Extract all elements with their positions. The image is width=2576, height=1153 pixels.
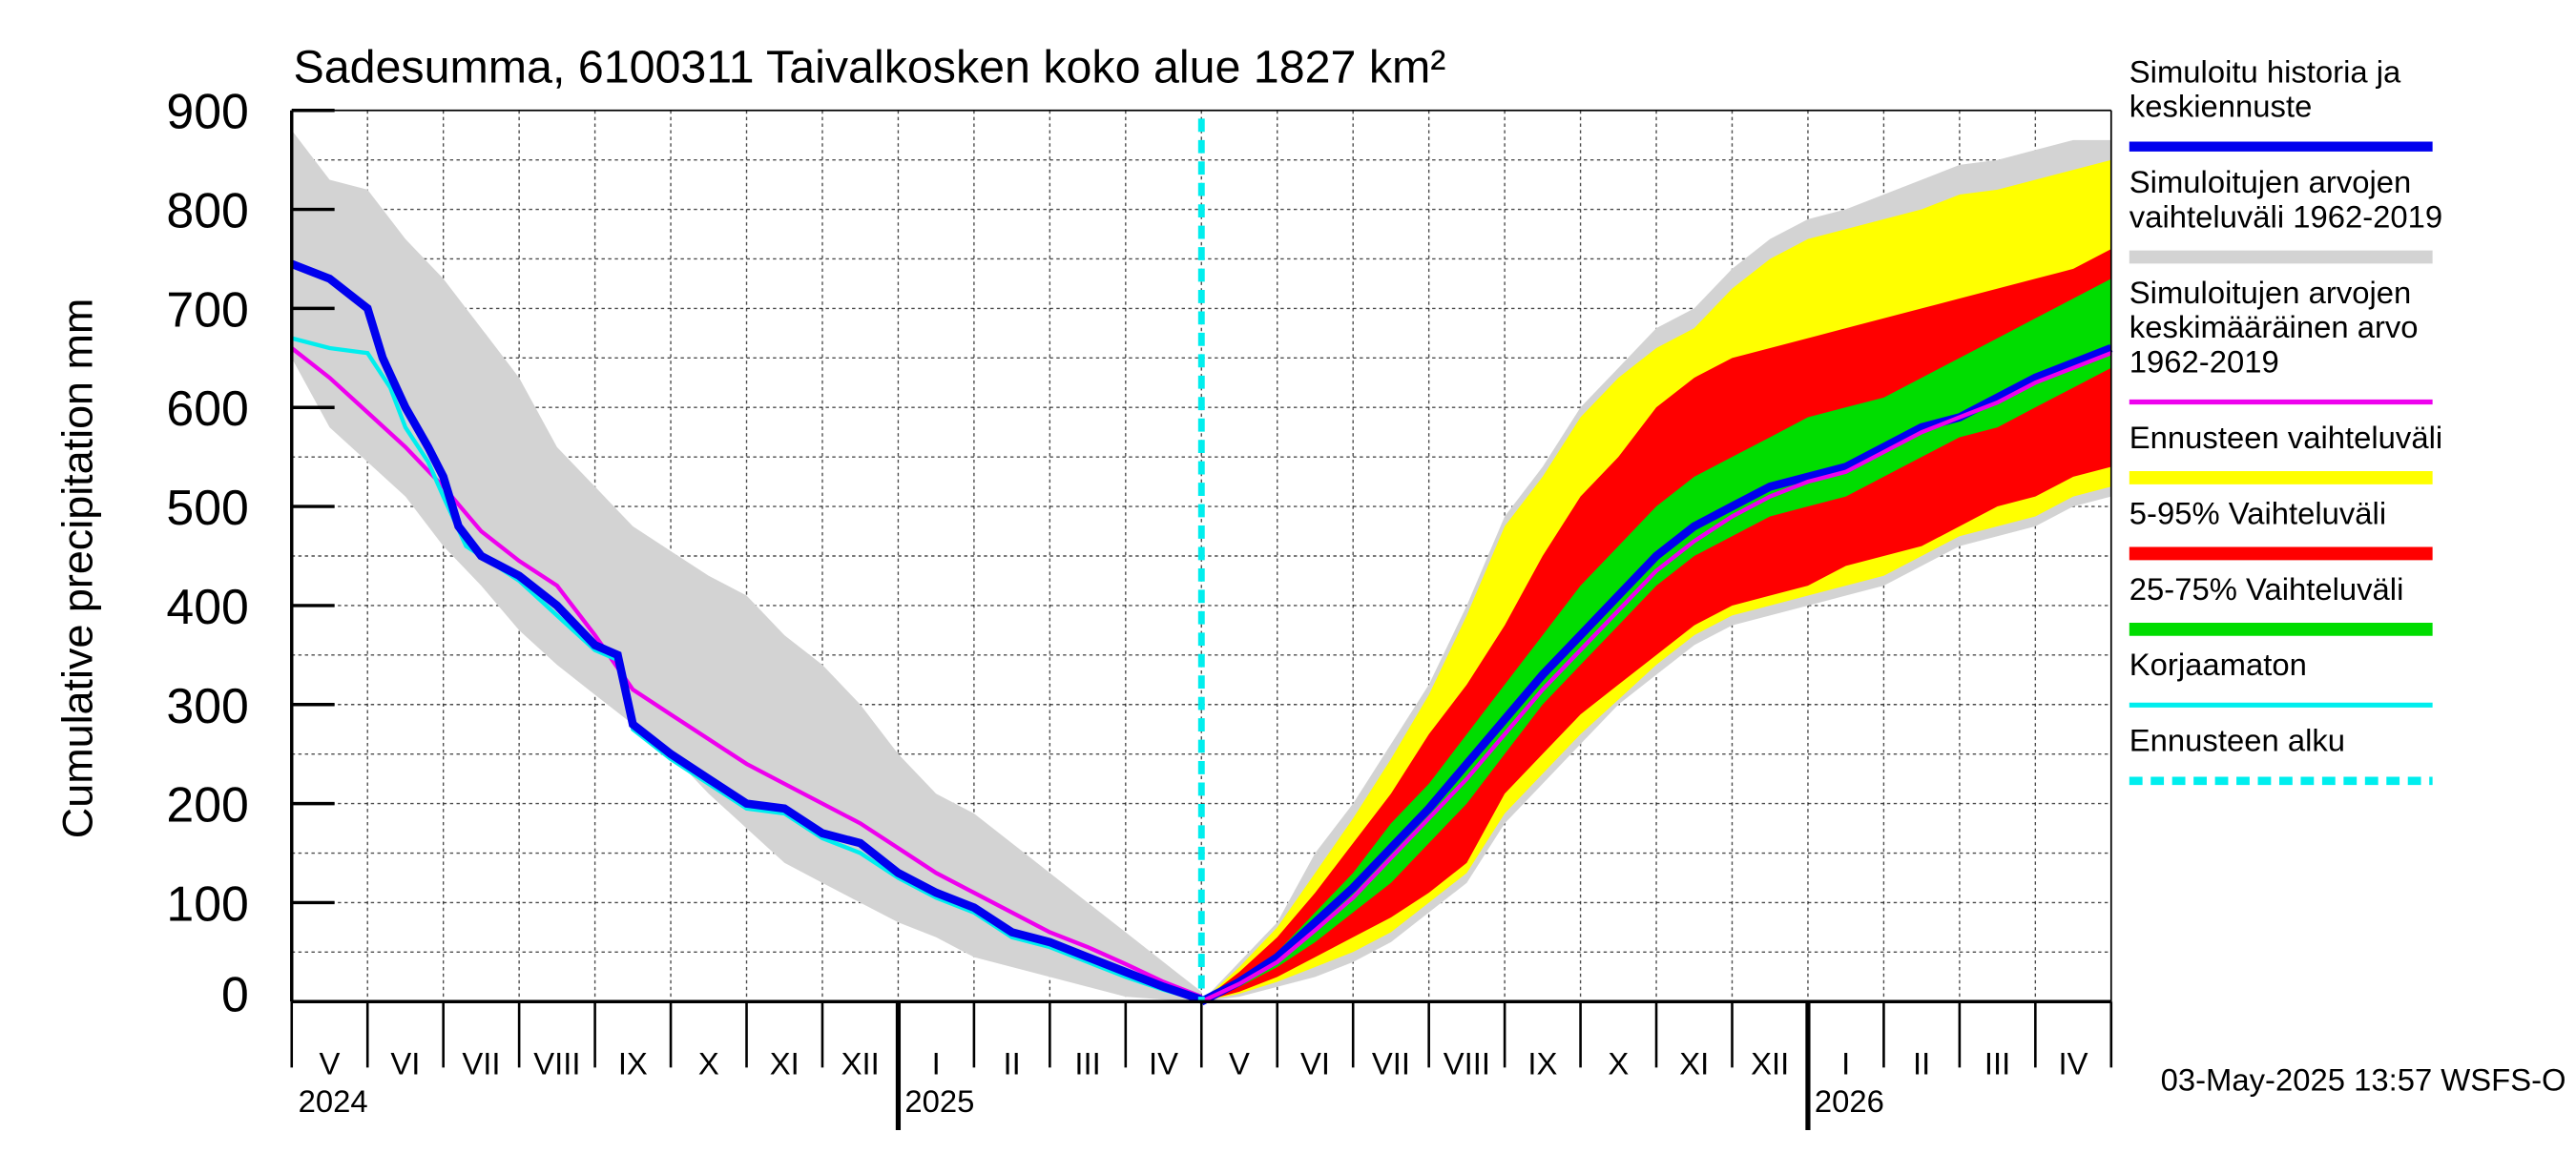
x-month-label: I [1841,1045,1850,1081]
x-month-label: XII [1751,1045,1789,1081]
legend-label: 1962-2019 [2129,343,2279,379]
y-tick-label: 0 [221,967,249,1022]
simulated-history-line [290,259,1203,1004]
x-year-label: 2024 [299,1083,368,1119]
legend-label: Simuloitujen arvojen [2129,164,2411,199]
x-month-label: V [320,1045,341,1081]
x-month-label: II [1913,1045,1930,1081]
legend-label: keskiennuste [2129,89,2313,124]
legend-label: Simuloitu historia ja [2129,53,2401,89]
x-month-label: VII [462,1045,500,1081]
x-month-label: I [932,1045,941,1081]
legend-label: vaihteluväli 1962-2019 [2129,198,2442,234]
timestamp: 03-May-2025 13:57 WSFS-O [2161,1062,2566,1098]
y-tick-label: 600 [166,381,248,436]
legend-label: 5-95% Vaihteluväli [2129,495,2386,530]
y-tick-label: 700 [166,281,248,337]
x-month-label: IV [1149,1045,1178,1081]
x-month-label: IX [1527,1045,1557,1081]
forecast-history-mean-line [1200,351,2112,1004]
uncorrected-line [291,336,1202,1003]
x-month-label: VI [390,1045,420,1081]
x-month-label: III [1074,1045,1100,1081]
x-month-label: X [698,1045,719,1081]
x-month-label: VII [1372,1045,1410,1081]
legend-label: Ennusteen alku [2129,723,2345,758]
x-month-label: VIII [1444,1045,1490,1081]
legend-label: keskimääräinen arvo [2129,309,2419,344]
x-month-label: XII [841,1045,880,1081]
x-year-label: 2026 [1815,1083,1884,1119]
y-tick-label: 200 [166,777,248,833]
legend-label: Ennusteen vaihteluväli [2129,420,2442,455]
x-month-label: III [1984,1045,2010,1081]
history-range-band [291,130,1202,1002]
x-month-label: X [1608,1045,1629,1081]
legend-label: Simuloitujen arvojen [2129,275,2411,310]
series-layer [290,118,2113,1006]
y-axis-label: Cumulative precipitation mm [53,299,102,839]
x-month-label: IV [2059,1045,2088,1081]
x-month-label: VI [1300,1045,1330,1081]
legend-label: Korjaamaton [2129,647,2307,682]
x-year-label: 2025 [904,1083,974,1119]
x-month-label: XI [1679,1045,1709,1081]
y-tick-label: 100 [166,875,248,931]
x-month-label: VIII [533,1045,580,1081]
y-tick-label: 800 [166,183,248,238]
chart-title: Sadesumma, 6100311 Taivalkosken koko alu… [293,41,1445,93]
y-tick-label: 500 [166,480,248,535]
legend-label: 25-75% Vaihteluväli [2129,571,2404,607]
y-tick-label: 900 [166,84,248,139]
x-month-label: V [1229,1045,1250,1081]
x-month-label: II [1004,1045,1021,1081]
y-tick-label: 400 [166,579,248,634]
x-month-label: XI [770,1045,800,1081]
x-month-label: IX [618,1045,648,1081]
y-tick-label: 300 [166,678,248,733]
